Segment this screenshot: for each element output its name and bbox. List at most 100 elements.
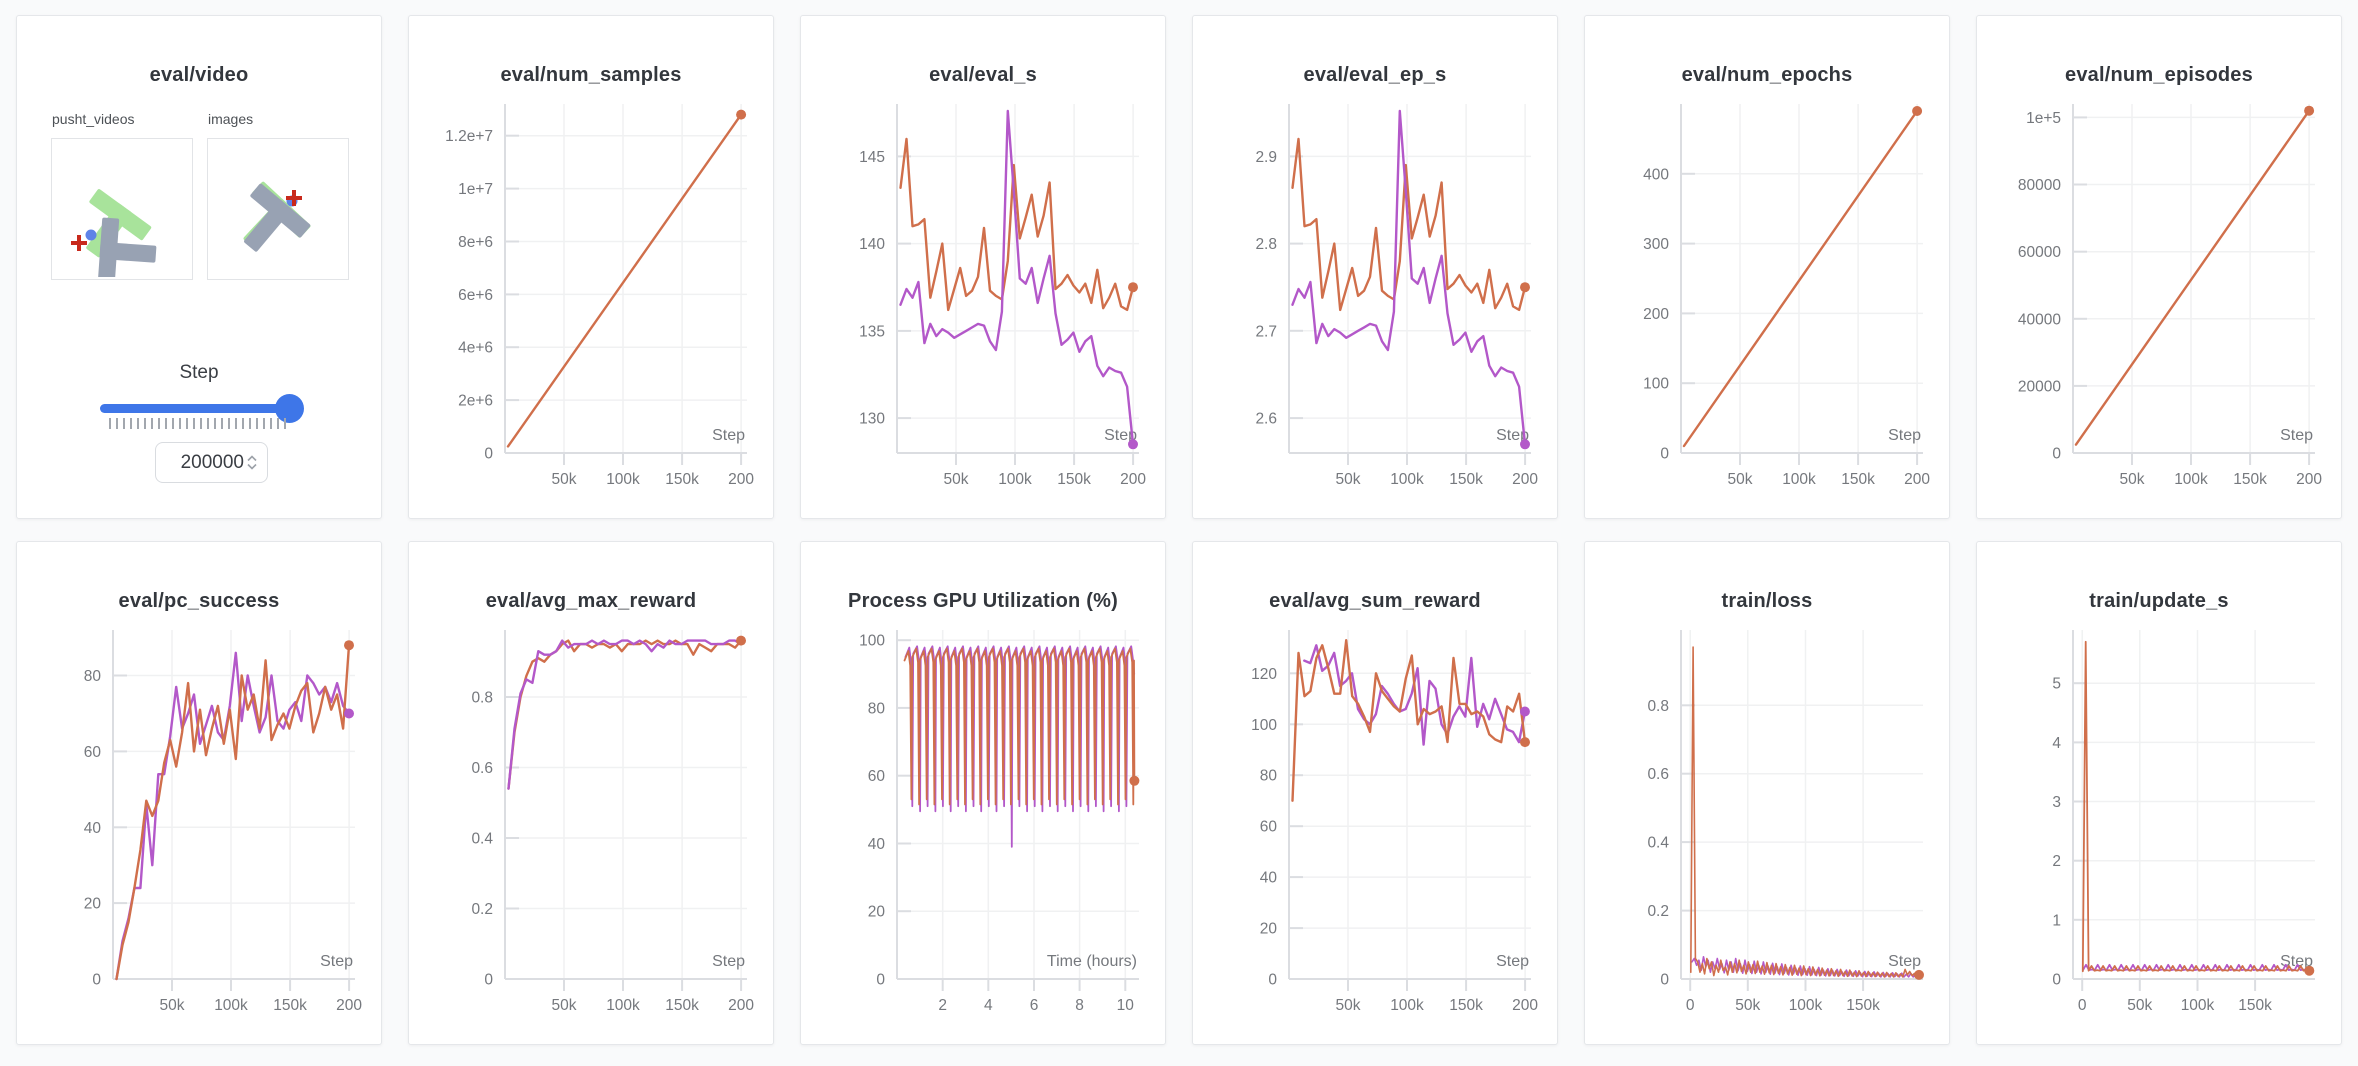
chart-card-train_update_s[interactable]: train/update_s 0 50k 100k 150k 0 1 2 3 4 5 Step xyxy=(1976,541,2342,1045)
x-axis-label: Step xyxy=(712,427,745,444)
y-tick-label: 20 xyxy=(84,896,102,913)
thumb-label-images: images xyxy=(208,111,254,127)
x-tick-label: 100k xyxy=(1390,471,1424,488)
y-tick-label: 2.9 xyxy=(1255,149,1277,166)
chart-card-train_loss[interactable]: train/loss 0 50k 100k 150k 0 0.2 0.4 0.6 0.8 Step xyxy=(1584,541,1950,1045)
x-axis-label: Step xyxy=(1888,427,1921,444)
x-axis-label: Step xyxy=(1496,953,1529,970)
chart-plot-num_epochs: 50k 100k 150k 200 0 100 200 300 400 Step xyxy=(1643,104,1930,488)
chart-card-gpu[interactable]: Process GPU Utilization (%) 2 4 6 8 10 0 20 40 60… xyxy=(800,541,1166,1045)
y-tick-label: 0.8 xyxy=(1647,698,1669,715)
y-tick-label: 1e+5 xyxy=(2026,110,2061,127)
video-thumbnail-pusht[interactable] xyxy=(51,138,193,285)
x-tick-label: 50k xyxy=(2120,471,2145,488)
thumb-label-pusht-videos: pusht_videos xyxy=(52,111,135,127)
y-tick-label: 40 xyxy=(1260,870,1278,887)
series-end-dot-purple xyxy=(1520,439,1530,450)
y-tick-label: 4e+6 xyxy=(458,340,493,357)
slider-label: Step xyxy=(179,362,219,383)
y-tick-label: 3 xyxy=(2052,794,2061,811)
x-tick-label: 100k xyxy=(1789,997,1823,1014)
chart-plot-train_loss: 0 50k 100k 150k 0 0.2 0.4 0.6 0.8 Step xyxy=(1647,630,1924,1014)
stepper-up-icon[interactable] xyxy=(247,455,257,462)
chart-card-eval_ep_s[interactable]: eval/eval_ep_s 50k 100k 150k 200 2.6 2.7 2.8 2.9… xyxy=(1192,15,1558,519)
series-line-orange xyxy=(899,137,1135,312)
y-tick-label: 2.7 xyxy=(1255,323,1277,340)
y-tick-label: 0 xyxy=(876,972,885,989)
y-tick-label: 0 xyxy=(92,972,101,989)
chart-title: eval/num_episodes xyxy=(2065,64,2253,86)
x-tick-label: 150k xyxy=(2238,997,2272,1014)
x-tick-label: 200 xyxy=(1512,471,1538,488)
y-tick-label: 120 xyxy=(1251,666,1277,683)
chart-card-num_episodes[interactable]: eval/num_episodes 50k 100k 150k 200 0 20000 400… xyxy=(1976,15,2342,519)
series-end-dot-orange xyxy=(344,640,354,651)
x-tick-label: 100k xyxy=(2181,997,2215,1014)
chart-card-avg_max_reward[interactable]: eval/avg_max_reward 50k 100k 150k 200 0 0.2 0.4… xyxy=(408,541,774,1045)
pusht-scene xyxy=(71,189,157,285)
series-end-dot-purple xyxy=(1519,706,1530,717)
step-slider-track[interactable] xyxy=(100,404,302,413)
step-slider-ticks xyxy=(109,418,287,429)
video-panel-title: eval/video xyxy=(149,64,249,86)
x-tick-label: 200 xyxy=(1120,471,1146,488)
chart-plot-eval_ep_s: 50k 100k 150k 200 2.6 2.7 2.8 2.9 Step xyxy=(1255,104,1538,488)
x-tick-label: 200 xyxy=(728,997,754,1014)
series-end-dot-orange xyxy=(1912,106,1923,116)
chart-title: eval/avg_sum_reward xyxy=(1269,590,1481,612)
y-tick-label: 0.4 xyxy=(1647,835,1669,852)
y-tick-label: 0.2 xyxy=(1647,903,1669,920)
x-tick-label: 200 xyxy=(2296,471,2322,488)
series-end-dot-orange xyxy=(1128,282,1138,293)
x-axis-label: Step xyxy=(2280,427,2313,444)
x-axis-label: Step xyxy=(1104,427,1137,444)
x-axis-label: Step xyxy=(1496,427,1529,444)
y-tick-label: 0 xyxy=(1268,972,1277,989)
y-tick-label: 400 xyxy=(1643,166,1669,183)
series-line-orange xyxy=(2081,640,2311,973)
chart-card-pc_success[interactable]: eval/pc_success 50k 100k 150k 200 0 20 40 60 80 St… xyxy=(16,541,382,1045)
y-tick-label: 20 xyxy=(1260,921,1278,938)
series-line-orange xyxy=(1682,109,1919,448)
chart-card-eval_s[interactable]: eval/eval_s 50k 100k 150k 200 130 135 140 145 Ste… xyxy=(800,15,1166,519)
y-tick-label: 0.6 xyxy=(1647,766,1669,783)
stepper-down-icon[interactable] xyxy=(247,463,257,470)
x-tick-label: 100k xyxy=(214,997,248,1014)
y-tick-label: 80 xyxy=(84,668,102,685)
x-tick-label: 10 xyxy=(1117,997,1135,1014)
chart-title: eval/eval_ep_s xyxy=(1303,64,1447,86)
y-tick-label: 60 xyxy=(868,768,886,785)
y-tick-label: 60000 xyxy=(2018,244,2061,261)
x-tick-label: 50k xyxy=(944,471,969,488)
series-line-orange xyxy=(507,639,743,790)
x-tick-label: 150k xyxy=(1057,471,1091,488)
series-end-dot-orange xyxy=(1129,775,1140,786)
x-tick-label: 0 xyxy=(2078,997,2087,1014)
y-tick-label: 300 xyxy=(1643,236,1669,253)
x-tick-label: 50k xyxy=(1735,997,1760,1014)
stepper-icons xyxy=(247,455,257,470)
x-tick-label: 200 xyxy=(1512,997,1538,1014)
y-tick-label: 0 xyxy=(484,446,493,463)
y-tick-label: 0.4 xyxy=(471,831,493,848)
series-end-dot-orange xyxy=(1520,737,1530,748)
chart-plot-num_samples: 50k 100k 150k 200 0 2e+6 4e+6 6e+6 8e+6 1e+7 1.2e+… xyxy=(445,104,754,488)
y-tick-label: 80000 xyxy=(2018,177,2061,194)
chart-card-num_epochs[interactable]: eval/num_epochs 50k 100k 150k 200 0 100 200 300 4… xyxy=(1584,15,1950,519)
series-end-dot-orange xyxy=(2304,965,2315,976)
x-tick-label: 150k xyxy=(665,471,699,488)
video-thumbnail-images[interactable] xyxy=(207,138,349,280)
x-tick-label: 50k xyxy=(1336,997,1361,1014)
x-tick-label: 150k xyxy=(2233,471,2267,488)
chart-card-num_samples[interactable]: eval/num_samples 50k 100k 150k 200 0 2e+6 4e+6 6… xyxy=(408,15,774,519)
y-tick-label: 100 xyxy=(859,633,885,650)
y-tick-label: 1e+7 xyxy=(458,181,493,198)
y-tick-label: 40 xyxy=(84,820,102,837)
y-tick-label: 60 xyxy=(1260,819,1278,836)
x-axis-label: Step xyxy=(1888,953,1921,970)
chart-title: Process GPU Utilization (%) xyxy=(848,590,1118,612)
step-number-input[interactable] xyxy=(166,451,244,474)
chart-card-avg_sum_reward[interactable]: eval/avg_sum_reward 50k 100k 150k 200 0 20 40 60… xyxy=(1192,541,1558,1045)
y-tick-label: 0 xyxy=(1660,972,1669,989)
y-tick-label: 40 xyxy=(868,836,886,853)
